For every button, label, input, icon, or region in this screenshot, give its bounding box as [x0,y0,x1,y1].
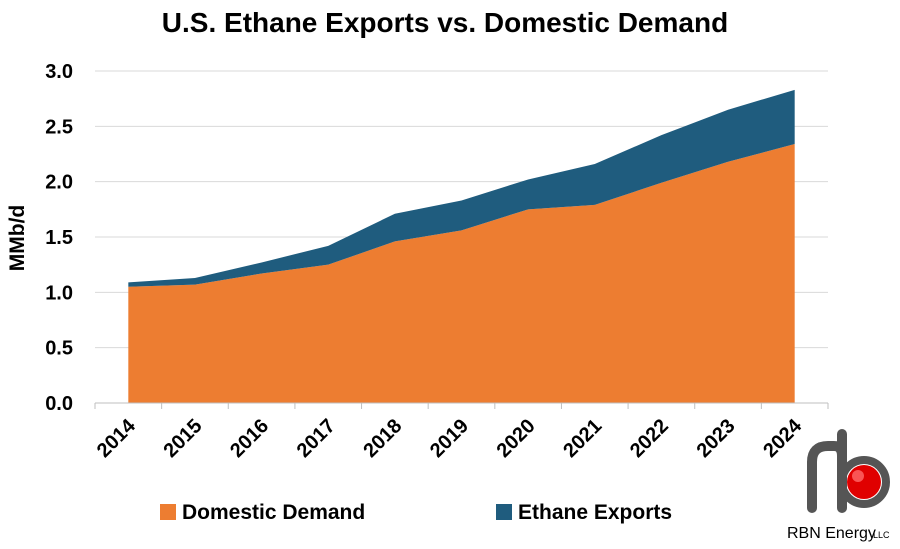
x-tick-label: 2017 [293,415,340,462]
legend-swatch [160,504,176,520]
x-tick-label: 2024 [759,414,807,462]
rbn-logo: RBN Energy LLC [787,429,890,542]
y-tick-labels: 0.0 0.5 1.0 1.5 2.0 2.5 3.0 [45,61,73,415]
x-tick-label: 2021 [559,415,606,462]
y-tick-label: 2.0 [45,172,73,194]
x-tick-label: 2022 [626,415,673,462]
y-tick-label: 1.0 [45,282,73,304]
legend: Domestic Demand Ethane Exports [160,501,672,524]
logo-llc: LLC [873,530,890,540]
x-tick-label: 2023 [693,415,740,462]
y-tick-label: 0.0 [45,393,73,415]
x-tick-label: 2018 [359,415,406,462]
plot-areas [128,89,795,404]
rbn-logo-mark [807,429,890,513]
legend-swatch [496,504,512,520]
chart-title: U.S. Ethane Exports vs. Domestic Demand [162,7,728,38]
y-tick-label: 0.5 [45,338,73,360]
x-tick-labels: 2014 2015 2016 2017 2018 2019 2020 2021 2022 2023… [93,414,807,462]
y-axis-label: MMb/d [6,205,29,271]
y-tick-label: 1.5 [45,227,73,249]
legend-label: Ethane Exports [518,501,672,524]
logo-text: RBN Energy [787,525,876,542]
axes [94,402,829,409]
x-tick-label: 2019 [426,415,473,462]
x-tick-label: 2014 [93,414,141,462]
y-tick-label: 2.5 [45,116,73,138]
x-tick-label: 2020 [493,415,540,462]
x-tick-label: 2016 [226,415,273,462]
area-series-0 [128,144,795,404]
legend-label: Domestic Demand [182,501,365,524]
y-tick-label: 3.0 [45,61,73,83]
x-tick-label: 2015 [159,415,206,462]
